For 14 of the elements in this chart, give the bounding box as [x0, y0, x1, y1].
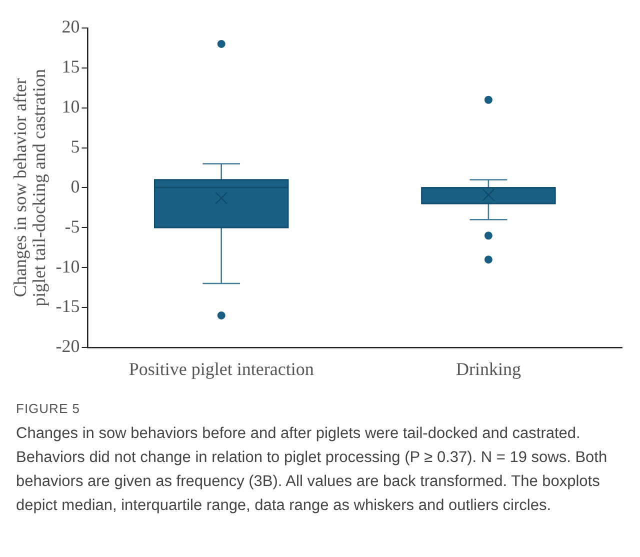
y-tick-label: -15 [56, 296, 80, 316]
y-tick-label: -5 [64, 216, 80, 236]
y-tick-label: -10 [56, 256, 80, 276]
y-axis-title: Changes in sow behavior after piglet tail-docking and castration [10, 68, 50, 306]
y-tick-label: 20 [62, 16, 80, 37]
y-tick-label: -20 [56, 336, 80, 356]
x-tick-label: Positive piglet interaction [128, 358, 314, 379]
y-tick-label: 10 [62, 96, 80, 117]
x-tick-label: Drinking [456, 358, 521, 379]
y-tick-label: 0 [70, 176, 80, 196]
y-tick-label: 5 [70, 136, 80, 157]
y-tick-label: 15 [62, 56, 80, 77]
text: Changes in sow behaviors before and after piglets were tail-docked and castrated. Behaviors did not change in relation to piglet processing (P ≥ 0.37). N = 19 sows. Both behaviors are given as frequency (3B). All values are back transformed. The boxplots depict median, interquartile range, data range as whiskers and outliers circles. [16, 424, 608, 516]
caption: FIGURE 5 [16, 401, 81, 416]
